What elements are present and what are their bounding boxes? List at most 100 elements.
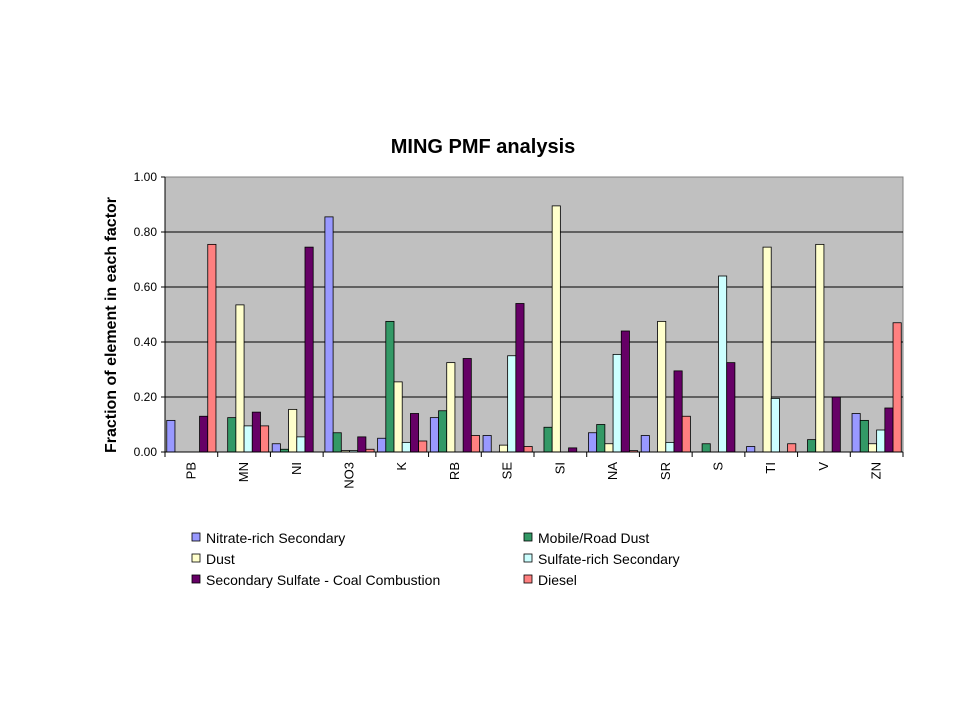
bar [681, 415, 691, 453]
bar [507, 355, 517, 453]
bar [377, 437, 387, 453]
bar [251, 411, 261, 453]
x-tick-label: RB [447, 462, 462, 480]
bar [499, 444, 509, 453]
y-axis-label: Fraction of element in each factor [103, 197, 120, 453]
bar [604, 443, 614, 453]
bar [612, 353, 622, 453]
bar [166, 419, 176, 453]
bar [859, 419, 869, 453]
bar [260, 425, 270, 453]
bar [657, 320, 667, 453]
bar [868, 443, 878, 453]
bar [543, 426, 553, 453]
legend-swatch [523, 574, 533, 584]
bar [770, 397, 780, 453]
bar [438, 410, 448, 453]
bar [324, 216, 334, 453]
bar [831, 396, 841, 453]
bar [207, 243, 217, 453]
bar [199, 415, 209, 453]
bar [665, 441, 675, 453]
x-tick-label: NA [605, 462, 620, 480]
bar [304, 246, 314, 453]
bar [787, 443, 797, 453]
bar [726, 362, 736, 453]
bar [429, 417, 439, 453]
bar [446, 362, 456, 453]
x-axis: PB MN NI NO3 K RB SE SI NA SR S TI V ZN [164, 451, 904, 489]
bar [393, 381, 403, 453]
chart-title: MING PMF analysis [391, 136, 576, 158]
bar [462, 358, 472, 453]
legend-swatch [191, 532, 201, 542]
bar [410, 413, 420, 453]
bar [876, 429, 886, 453]
bar [385, 320, 395, 453]
x-tick-label: NI [289, 462, 304, 475]
x-tick-label: SE [500, 462, 515, 480]
legend-entry: Secondary Sulfate - Coal Combustion [206, 572, 440, 588]
gridlines [165, 231, 903, 398]
bar [470, 435, 480, 453]
bar [271, 443, 281, 453]
bar [851, 413, 861, 453]
y-tick-label: 0.80 [134, 225, 158, 239]
bar [227, 417, 237, 453]
bar [807, 439, 817, 453]
bar [551, 205, 561, 453]
y-axis: 0.00 0.20 0.40 0.60 0.80 1.00 [134, 170, 166, 459]
bar [673, 370, 683, 453]
x-tick-label: K [394, 462, 409, 471]
bar [418, 440, 428, 453]
y-tick-label: 0.00 [134, 445, 158, 459]
x-tick-label: MN [236, 462, 251, 482]
legend-swatch [191, 553, 201, 563]
y-tick-label: 0.60 [134, 280, 158, 294]
legend-swatch [523, 553, 533, 563]
bar [746, 446, 756, 453]
bar [401, 441, 411, 453]
x-tick-label: ZN [869, 462, 884, 479]
bar [482, 435, 492, 453]
legend-entry: Sulfate-rich Secondary [538, 551, 680, 567]
y-tick-label: 0.20 [134, 390, 158, 404]
x-tick-label: NO3 [342, 462, 357, 489]
bar [288, 408, 298, 453]
legend-entry: Dust [206, 551, 235, 567]
plot-area [164, 176, 904, 453]
x-tick-label: PB [183, 462, 198, 479]
y-tick-label: 1.00 [134, 170, 158, 184]
bar [568, 447, 578, 453]
legend: Nitrate-rich Secondary Mobile/Road Dust Du… [191, 530, 680, 588]
bar [718, 275, 728, 453]
bar [620, 330, 630, 453]
bar [884, 407, 894, 453]
bar [523, 446, 533, 453]
legend-swatch [523, 532, 533, 542]
legend-swatch [191, 574, 201, 584]
x-tick-label: TI [763, 462, 778, 474]
bar [357, 436, 367, 453]
x-tick-label: S [711, 462, 726, 471]
bar [640, 435, 650, 453]
x-tick-label: V [816, 462, 831, 471]
bar [596, 424, 606, 453]
bar [332, 432, 342, 453]
bar [892, 322, 902, 453]
x-tick-label: SI [552, 462, 567, 474]
bar [515, 303, 525, 453]
bar [296, 436, 306, 453]
legend-entry: Nitrate-rich Secondary [206, 530, 345, 546]
bar [243, 425, 253, 453]
bar [762, 246, 772, 453]
y-tick-label: 0.40 [134, 335, 158, 349]
bar [235, 304, 245, 453]
bar [815, 243, 825, 453]
bar [588, 432, 598, 453]
legend-entry: Mobile/Road Dust [538, 530, 649, 546]
legend-entry: Diesel [538, 572, 577, 588]
bar [701, 443, 711, 453]
x-tick-label: SR [658, 462, 673, 480]
